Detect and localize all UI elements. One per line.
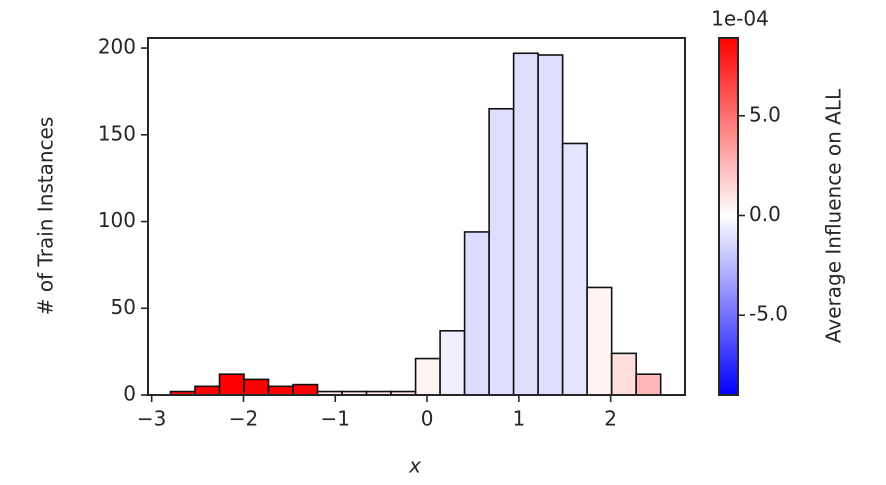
- y-tick-label: 100: [98, 208, 136, 232]
- y-tick-label: 0: [123, 382, 136, 406]
- bar: [610, 352, 637, 396]
- x-tick-label: 2: [604, 407, 617, 431]
- bar: [537, 54, 564, 396]
- bar: [292, 383, 319, 396]
- bar: [243, 378, 270, 396]
- bar: [488, 107, 515, 396]
- bar: [218, 373, 245, 396]
- bar: [267, 385, 294, 396]
- colorbar-offset: 1e-04: [711, 7, 769, 31]
- bar: [561, 142, 588, 396]
- x-tick-label: 1: [512, 407, 525, 431]
- x-tick-label: −3: [137, 407, 166, 431]
- colorbar-tick-label: 0.0: [749, 202, 781, 226]
- colorbar: [718, 37, 739, 396]
- plot-frame: [147, 37, 686, 396]
- x-axis-label: x: [408, 454, 421, 478]
- x-tick-label: 0: [421, 407, 434, 431]
- colorbar-tick-label: -5.0: [749, 302, 788, 326]
- bar: [586, 286, 613, 396]
- bar: [635, 373, 662, 396]
- bar: [512, 52, 539, 396]
- x-tick-label: −1: [321, 407, 350, 431]
- colorbar-tick-label: 5.0: [749, 102, 781, 126]
- bar: [414, 357, 441, 396]
- y-tick-label: 200: [98, 35, 136, 59]
- y-tick-label: 150: [98, 121, 136, 145]
- y-tick-label: 50: [111, 295, 136, 319]
- bar: [194, 385, 221, 396]
- bar: [439, 330, 466, 396]
- y-axis-label: # of Train Instances: [34, 117, 58, 316]
- bar: [463, 231, 490, 396]
- colorbar-label: Average Influence on ALL: [822, 88, 846, 343]
- x-tick-label: −2: [229, 407, 258, 431]
